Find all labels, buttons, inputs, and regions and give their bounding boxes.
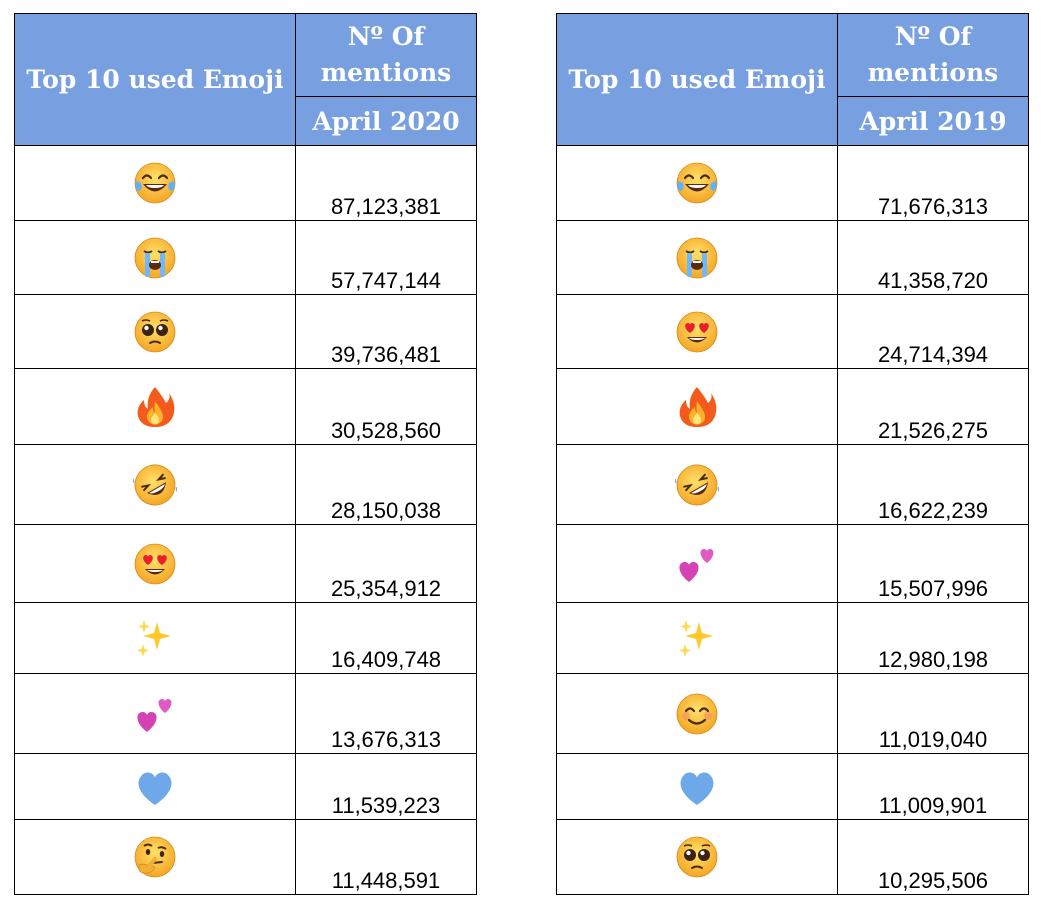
emoji-cell [14, 753, 296, 820]
rolling-on-the-floor-laughing-icon [133, 463, 177, 507]
smiling-face-with-smiling-eyes-icon [675, 692, 719, 736]
smiling-face-with-heart-eyes-icon [675, 310, 719, 354]
count-cell: 15,507,996 [837, 524, 1029, 603]
face-with-tears-of-joy-icon [133, 161, 177, 205]
emoji-table-april-2019: Top 10 used Emoji Nº Of mentions April 2… [556, 13, 1029, 895]
emoji-cell [556, 294, 838, 369]
count-cell: 16,409,748 [295, 602, 477, 674]
count-cell: 41,358,720 [837, 220, 1029, 295]
emoji-cell [556, 368, 838, 445]
table-row: 11,019,040 [556, 673, 1029, 754]
header-title: Top 10 used Emoji [14, 13, 296, 146]
table-row: 30,528,560 [14, 368, 477, 445]
rolling-on-the-floor-laughing-icon [675, 463, 719, 507]
table-row: 12,980,198 [556, 602, 1029, 674]
emoji-cell [556, 602, 838, 674]
header-mentions-line2: mentions [867, 58, 999, 87]
count-cell: 13,676,313 [295, 673, 477, 754]
pleading-face-icon [133, 310, 177, 354]
table-row: 11,539,223 [14, 753, 477, 820]
count-cell: 24,714,394 [837, 294, 1029, 369]
emoji-cell [14, 145, 296, 221]
table-row: 24,714,394 [556, 294, 1029, 369]
emoji-cell [14, 819, 296, 895]
fire-icon [133, 385, 177, 429]
emoji-cell [14, 294, 296, 369]
thinking-face-icon [133, 835, 177, 879]
emoji-table-april-2020: Top 10 used Emoji Nº Of mentions April 2… [14, 13, 477, 895]
table-row: 87,123,381 [14, 145, 477, 221]
fire-icon [675, 385, 719, 429]
emoji-cell [14, 524, 296, 603]
count-cell: 10,295,506 [837, 819, 1029, 895]
pleading-face-icon [675, 835, 719, 879]
count-cell: 39,736,481 [295, 294, 477, 369]
emoji-cell [556, 673, 838, 754]
emoji-cell [556, 145, 838, 221]
count-cell: 11,019,040 [837, 673, 1029, 754]
table-row: 41,358,720 [556, 220, 1029, 295]
table-row: 11,009,901 [556, 753, 1029, 820]
table-row: 28,150,038 [14, 444, 477, 525]
face-with-tears-of-joy-icon [675, 161, 719, 205]
emoji-cell [556, 524, 838, 603]
table-row: 15,507,996 [556, 524, 1029, 603]
table-row: 21,526,275 [556, 368, 1029, 445]
count-cell: 16,622,239 [837, 444, 1029, 525]
smiling-face-with-heart-eyes-icon [133, 542, 177, 586]
table-row: 11,448,591 [14, 819, 477, 895]
table-row: 71,676,313 [556, 145, 1029, 221]
emoji-cell [14, 602, 296, 674]
table-row: 25,354,912 [14, 524, 477, 603]
sparkles-icon [133, 616, 177, 660]
count-cell: 11,539,223 [295, 753, 477, 820]
count-cell: 12,980,198 [837, 602, 1029, 674]
emoji-cell [14, 444, 296, 525]
sparkles-icon [675, 616, 719, 660]
emoji-cell [14, 368, 296, 445]
header-period: April 2019 [837, 96, 1029, 146]
table-row: 16,409,748 [14, 602, 477, 674]
count-cell: 87,123,381 [295, 145, 477, 221]
header-mentions-line2: mentions [320, 58, 452, 87]
table-row: 13,676,313 [14, 673, 477, 754]
two-hearts-icon [675, 542, 719, 586]
emoji-cell [556, 220, 838, 295]
count-cell: 30,528,560 [295, 368, 477, 445]
blue-heart-icon [675, 765, 719, 809]
count-cell: 11,009,901 [837, 753, 1029, 820]
table-row: 10,295,506 [556, 819, 1029, 895]
count-cell: 57,747,144 [295, 220, 477, 295]
table-row: 39,736,481 [14, 294, 477, 369]
count-cell: 11,448,591 [295, 819, 477, 895]
emoji-cell [556, 444, 838, 525]
count-cell: 25,354,912 [295, 524, 477, 603]
count-cell: 21,526,275 [837, 368, 1029, 445]
table-row: 57,747,144 [14, 220, 477, 295]
header-mentions: Nº Of mentions [295, 13, 477, 97]
count-cell: 71,676,313 [837, 145, 1029, 221]
emoji-cell [556, 753, 838, 820]
blue-heart-icon [133, 765, 177, 809]
header-mentions-line1: Nº Of [894, 22, 972, 51]
two-hearts-icon [133, 692, 177, 736]
loudly-crying-face-icon [675, 236, 719, 280]
emoji-cell [14, 673, 296, 754]
count-cell: 28,150,038 [295, 444, 477, 525]
header-period: April 2020 [295, 96, 477, 146]
header-mentions: Nº Of mentions [837, 13, 1029, 97]
emoji-cell [14, 220, 296, 295]
loudly-crying-face-icon [133, 236, 177, 280]
emoji-cell [556, 819, 838, 895]
header-mentions-line1: Nº Of [347, 22, 425, 51]
table-row: 16,622,239 [556, 444, 1029, 525]
header-title: Top 10 used Emoji [556, 13, 838, 146]
